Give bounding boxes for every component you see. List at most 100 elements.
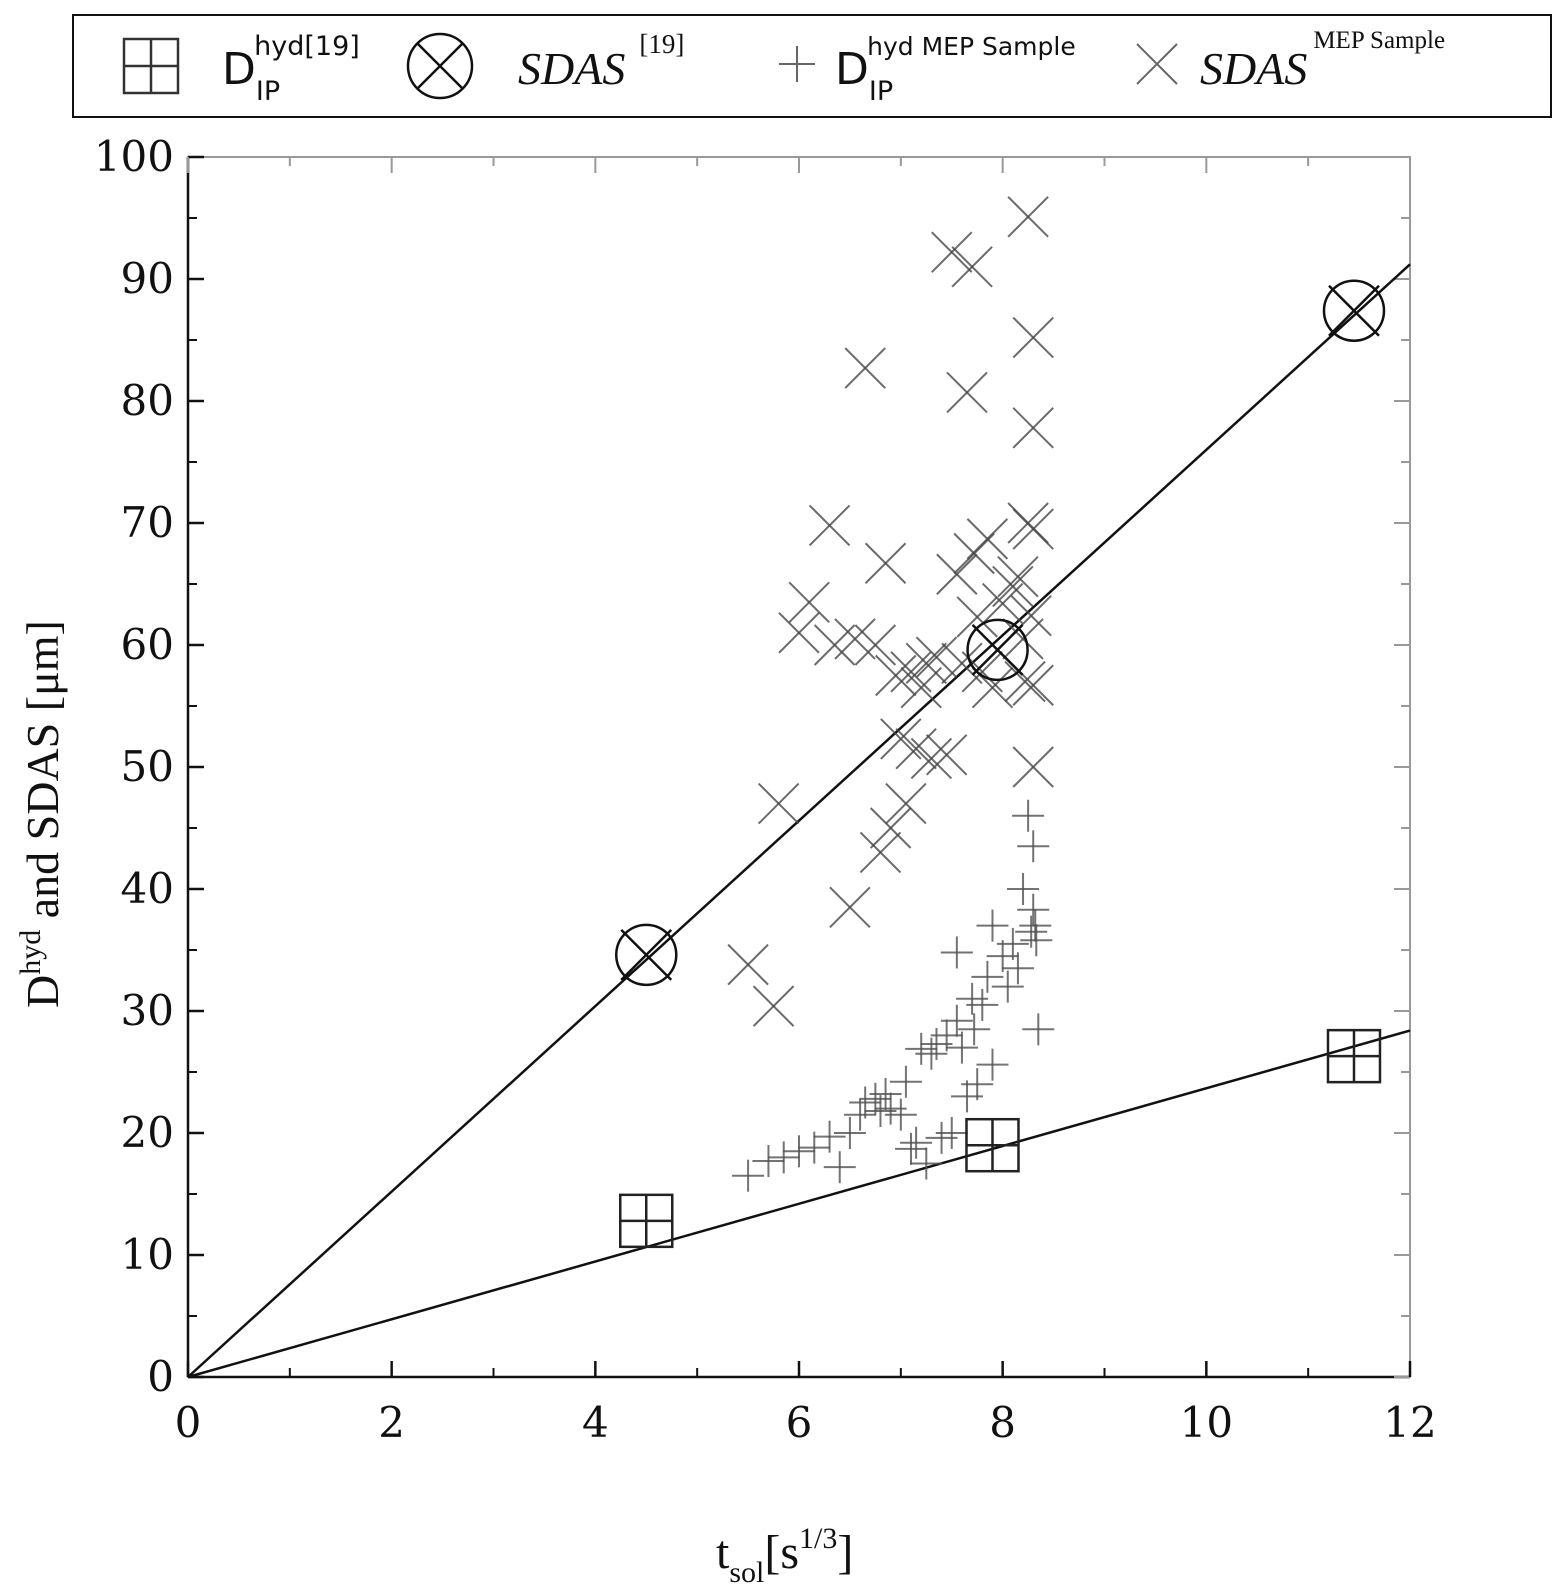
dhyd-mep-point [961, 1068, 994, 1101]
dhyd-mep-point [956, 982, 989, 1015]
data-points [615, 196, 1386, 1249]
dhyd-mep-point [991, 970, 1024, 1003]
dhyd-mep-point [935, 1117, 968, 1149]
dhyd-mep-point [966, 988, 999, 1021]
sdas-mep-point [1004, 660, 1046, 703]
sdas-mep-point [808, 504, 851, 547]
sdas-mep-point [936, 553, 978, 595]
y-tick-label: 0 [147, 1352, 174, 1401]
y-tick-label: 100 [94, 132, 174, 181]
sdas-mep-point [1002, 618, 1044, 660]
dhyd-mep-point [1017, 893, 1050, 926]
dhyd-mep-point [1007, 873, 1040, 905]
dhyd-mep-point [859, 1082, 892, 1115]
sdas-mep-point [905, 642, 947, 685]
legend: DIPhyd[19] SDAS [19] DIPhyd MEP Sample SD… [72, 14, 1552, 118]
sdas-mep-point [966, 518, 1009, 560]
sdas-mep-point [875, 654, 917, 697]
x-tick-label: 6 [786, 1398, 813, 1447]
x-axis-title: tsol[s1/3] [716, 1522, 853, 1589]
sdas-mep-point [900, 666, 942, 709]
legend-marker-x [1136, 43, 1178, 85]
dhyd-mep-point [884, 1098, 917, 1131]
dhyd-mep-point [844, 1098, 877, 1131]
dhyd-mep-point [833, 1117, 866, 1149]
sdas-mep-point [757, 782, 800, 825]
dhyd-mep-point [910, 1147, 943, 1180]
sdas-mep-point [727, 943, 769, 986]
sdas-mep-point [925, 734, 968, 776]
legend-frame [72, 14, 1552, 118]
dhyd-mep-point [895, 1132, 928, 1165]
dhyd-mep-point [1015, 915, 1048, 948]
dhyd-mep-point [1019, 909, 1052, 942]
sdas-mep-point [890, 651, 932, 693]
dhyd-mep-point [951, 1080, 984, 1113]
x-tick-label: 10 [1180, 1398, 1233, 1447]
y-tick-label: 90 [121, 254, 174, 303]
sdas-mep-point [752, 985, 795, 1027]
sdas-mep-point [864, 542, 907, 584]
dhyd-mep-point [823, 1151, 856, 1184]
dhyd-mep-point [920, 1027, 953, 1060]
dhyd-mep-point [869, 1077, 902, 1110]
sdas-ref-point [1322, 279, 1386, 342]
sdas-mep-point [778, 612, 820, 654]
y-tick-label: 50 [121, 742, 174, 791]
sdas-mep-point [992, 565, 1034, 608]
sdas-mep-point [895, 727, 937, 770]
dhyd-mep-point [940, 1004, 973, 1037]
plot-frame [187, 156, 1411, 1378]
dhyd-mep-point [925, 1121, 958, 1154]
sdas-mep-point [951, 246, 993, 288]
dhyd-mep-point [971, 960, 1004, 993]
sdas-mep-point [788, 581, 830, 624]
sdas-mep-point [946, 371, 988, 414]
y-tick-label: 80 [121, 376, 174, 425]
sdas-mep-point [910, 737, 953, 780]
y-axis-title: Dhyd and SDAS [μm] [14, 620, 68, 1008]
dhyd-mep-point [752, 1145, 785, 1178]
dhyd-ref-point [965, 1117, 1020, 1173]
x-tick-label: 0 [175, 1398, 202, 1447]
x-tick-label: 8 [989, 1398, 1016, 1447]
y-tick-label: 20 [121, 1108, 174, 1157]
sdas-mep-point [915, 636, 958, 678]
legend-label-dhyd-ref: DIPhyd[19] [222, 31, 360, 107]
dhyd-mep-point [905, 1032, 938, 1065]
legend-label-sdas-ref: SDAS [19] [518, 29, 684, 94]
x-tick-label: 12 [1383, 1398, 1436, 1447]
y-tick-label: 70 [121, 498, 174, 547]
sdas-mep-point [931, 231, 973, 273]
sdas-ref-point [615, 923, 678, 987]
tick-labels: 0 10 20 30 40 50 60 70 80 90 100 0 2 4 6 8 10 12 [94, 132, 1437, 1447]
sdas-mep-point [880, 718, 922, 760]
sdas-mep-point [885, 782, 927, 825]
dhyd-mep-point [864, 1095, 897, 1128]
legend-marker-square-plus [122, 37, 180, 95]
sdas-mep-point [829, 886, 871, 929]
y-tick-label: 40 [121, 864, 174, 913]
dhyd-mep-point [958, 1013, 991, 1046]
dhyd-mep-point [945, 1031, 978, 1064]
dhyd-ref-point [1326, 1028, 1382, 1084]
dhyd-mep-point [900, 1126, 933, 1159]
legend-marker-plus [779, 46, 815, 82]
sdas-mep-point [844, 347, 886, 389]
sdas-mep-point [956, 596, 998, 638]
legend-marker-circle-x [406, 32, 474, 100]
dhyd-mep-point [940, 936, 973, 969]
fit-lines [187, 263, 1411, 1379]
sdas-mep-point [1012, 746, 1054, 788]
dhyd-mep-point [1017, 830, 1050, 863]
dhyd-mep-point [889, 1065, 922, 1098]
sdas-mep-point [1007, 196, 1049, 238]
dhyd-ref-point [619, 1193, 674, 1249]
dhyd-mep-point [1001, 952, 1034, 985]
x-tick-label: 4 [582, 1398, 609, 1447]
dhyd-mep-point [996, 927, 1029, 960]
dhyd-mep-point [1012, 799, 1045, 832]
dhyd-mep-point [915, 1037, 948, 1070]
dhyd-mep-point [874, 1092, 907, 1125]
